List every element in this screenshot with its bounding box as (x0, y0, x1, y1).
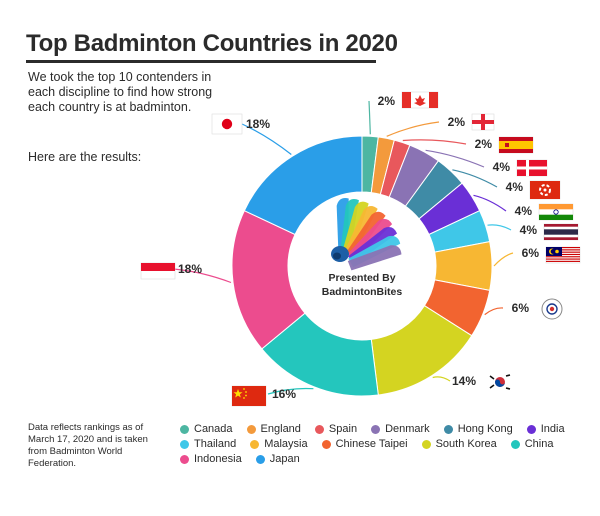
legend-label: Thailand (194, 438, 237, 450)
leader-line-spain (402, 139, 467, 145)
flag-south-korea-icon (487, 373, 513, 391)
intro-text: We took the top 10 contenders in each di… (28, 70, 213, 114)
flag-china-icon (231, 385, 267, 407)
donut-chart: 2%2%2%4%4%4%4%6%6%14%16%18%18%Presented … (140, 91, 581, 407)
legend-label: Hong Kong (457, 423, 513, 435)
legend-item-spain: Spain (314, 422, 358, 436)
flag-england-icon (471, 113, 495, 131)
pct-label-england: 2% (448, 115, 466, 129)
legend-item-china: China (510, 437, 554, 451)
legend-item-denmark: Denmark (371, 422, 430, 436)
legend-label: Denmark (385, 423, 430, 435)
leader-line-indonesia (173, 268, 232, 284)
flag-canada-icon (401, 91, 439, 109)
flags (140, 91, 581, 407)
legend-swatch (321, 439, 331, 449)
pct-label-south-korea: 14% (452, 374, 476, 388)
leader-line-england (386, 121, 440, 137)
pct-label-denmark: 4% (493, 160, 511, 174)
results-heading: Here are the results: (28, 150, 142, 164)
flag-japan-icon (211, 113, 243, 135)
flag-india-icon (538, 203, 574, 221)
legend-label: Indonesia (194, 453, 242, 465)
leader-line-japan (241, 123, 292, 155)
pct-label-indonesia: 18% (178, 262, 202, 276)
legend-item-england: England (246, 422, 301, 436)
shuttlecock-icon (331, 198, 402, 271)
page-title: Top Badminton Countries in 2020 (26, 30, 398, 57)
leader-line-denmark (425, 149, 485, 168)
legend-swatch (510, 439, 520, 449)
legend-item-south-korea: South Korea (421, 437, 497, 451)
legend-label: Canada (194, 423, 233, 435)
legend-item-japan: Japan (255, 452, 300, 466)
legend-item-canada: Canada (180, 422, 233, 436)
flag-indonesia-icon (140, 262, 176, 280)
leader-line-china (267, 387, 314, 395)
flag-malaysia-icon (545, 246, 581, 264)
legend-item-thailand: Thailand (180, 437, 236, 451)
pct-label-thailand: 4% (520, 223, 538, 237)
legend-swatch (246, 424, 256, 434)
legend-label: India (540, 423, 565, 435)
legend-label: Spain (328, 423, 358, 435)
leader-line-hong-kong (452, 169, 498, 188)
pct-label-hong-kong: 4% (506, 180, 524, 194)
leader-line-india (473, 194, 507, 212)
title-underline (26, 60, 376, 63)
legend-swatch (314, 424, 324, 434)
leader-line-south-korea (432, 376, 451, 382)
pct-label-china: 16% (272, 387, 296, 401)
pct-label-japan: 18% (246, 117, 270, 131)
legend-item-india: India (526, 422, 565, 436)
pct-label-canada: 2% (378, 94, 396, 108)
legend-swatch (180, 439, 189, 449)
center-presented-by: Presented By (328, 272, 395, 284)
flag-chinese-taipei-icon (541, 298, 563, 320)
slice-japan (243, 135, 363, 236)
flag-hong-kong-icon (529, 180, 561, 200)
legend-item-chinese-taipei: Chinese Taipei (321, 437, 408, 451)
flag-denmark-icon (516, 159, 548, 177)
center-brand: BadmintonBites (322, 286, 403, 298)
legend-swatch (180, 454, 189, 464)
legend-label: Malaysia (264, 438, 308, 450)
legend-swatch (255, 454, 265, 464)
pct-label-india: 4% (515, 204, 533, 218)
legend-label: Japan (269, 453, 300, 465)
legend-swatch (371, 424, 381, 434)
legend-swatch (443, 424, 453, 434)
pct-label-malaysia: 6% (522, 246, 540, 260)
flag-spain-icon (498, 136, 534, 154)
legend-swatch (250, 439, 260, 449)
pct-label-spain: 2% (475, 137, 493, 151)
legend-swatch (526, 424, 536, 434)
legend-label: Chinese Taipei (335, 438, 408, 450)
slice-labels: 2%2%2%4%4%4%4%6%6%14%16%18%18% (173, 94, 540, 401)
leader-line-thailand (487, 224, 512, 231)
legend-swatch (180, 424, 189, 434)
footnote: Data reflects rankings as of March 17, 2… (28, 422, 148, 469)
legend-label: South Korea (435, 438, 497, 450)
legend-item-indonesia: Indonesia (180, 452, 242, 466)
legend-item-malaysia: Malaysia (250, 437, 308, 451)
leader-line-malaysia (493, 252, 514, 267)
legend-item-hong-kong: Hong Kong (443, 422, 513, 436)
legend-label: England (260, 423, 301, 435)
leader-line-chinese-taipei (484, 307, 504, 316)
legend: Canada England Spain Denmark Hong Kong India T… (180, 422, 580, 466)
pct-label-chinese-taipei: 6% (512, 301, 530, 315)
leader-line-canada (368, 100, 371, 135)
flag-thailand-icon (543, 223, 579, 241)
legend-swatch (421, 439, 431, 449)
legend-label: China (524, 438, 554, 450)
